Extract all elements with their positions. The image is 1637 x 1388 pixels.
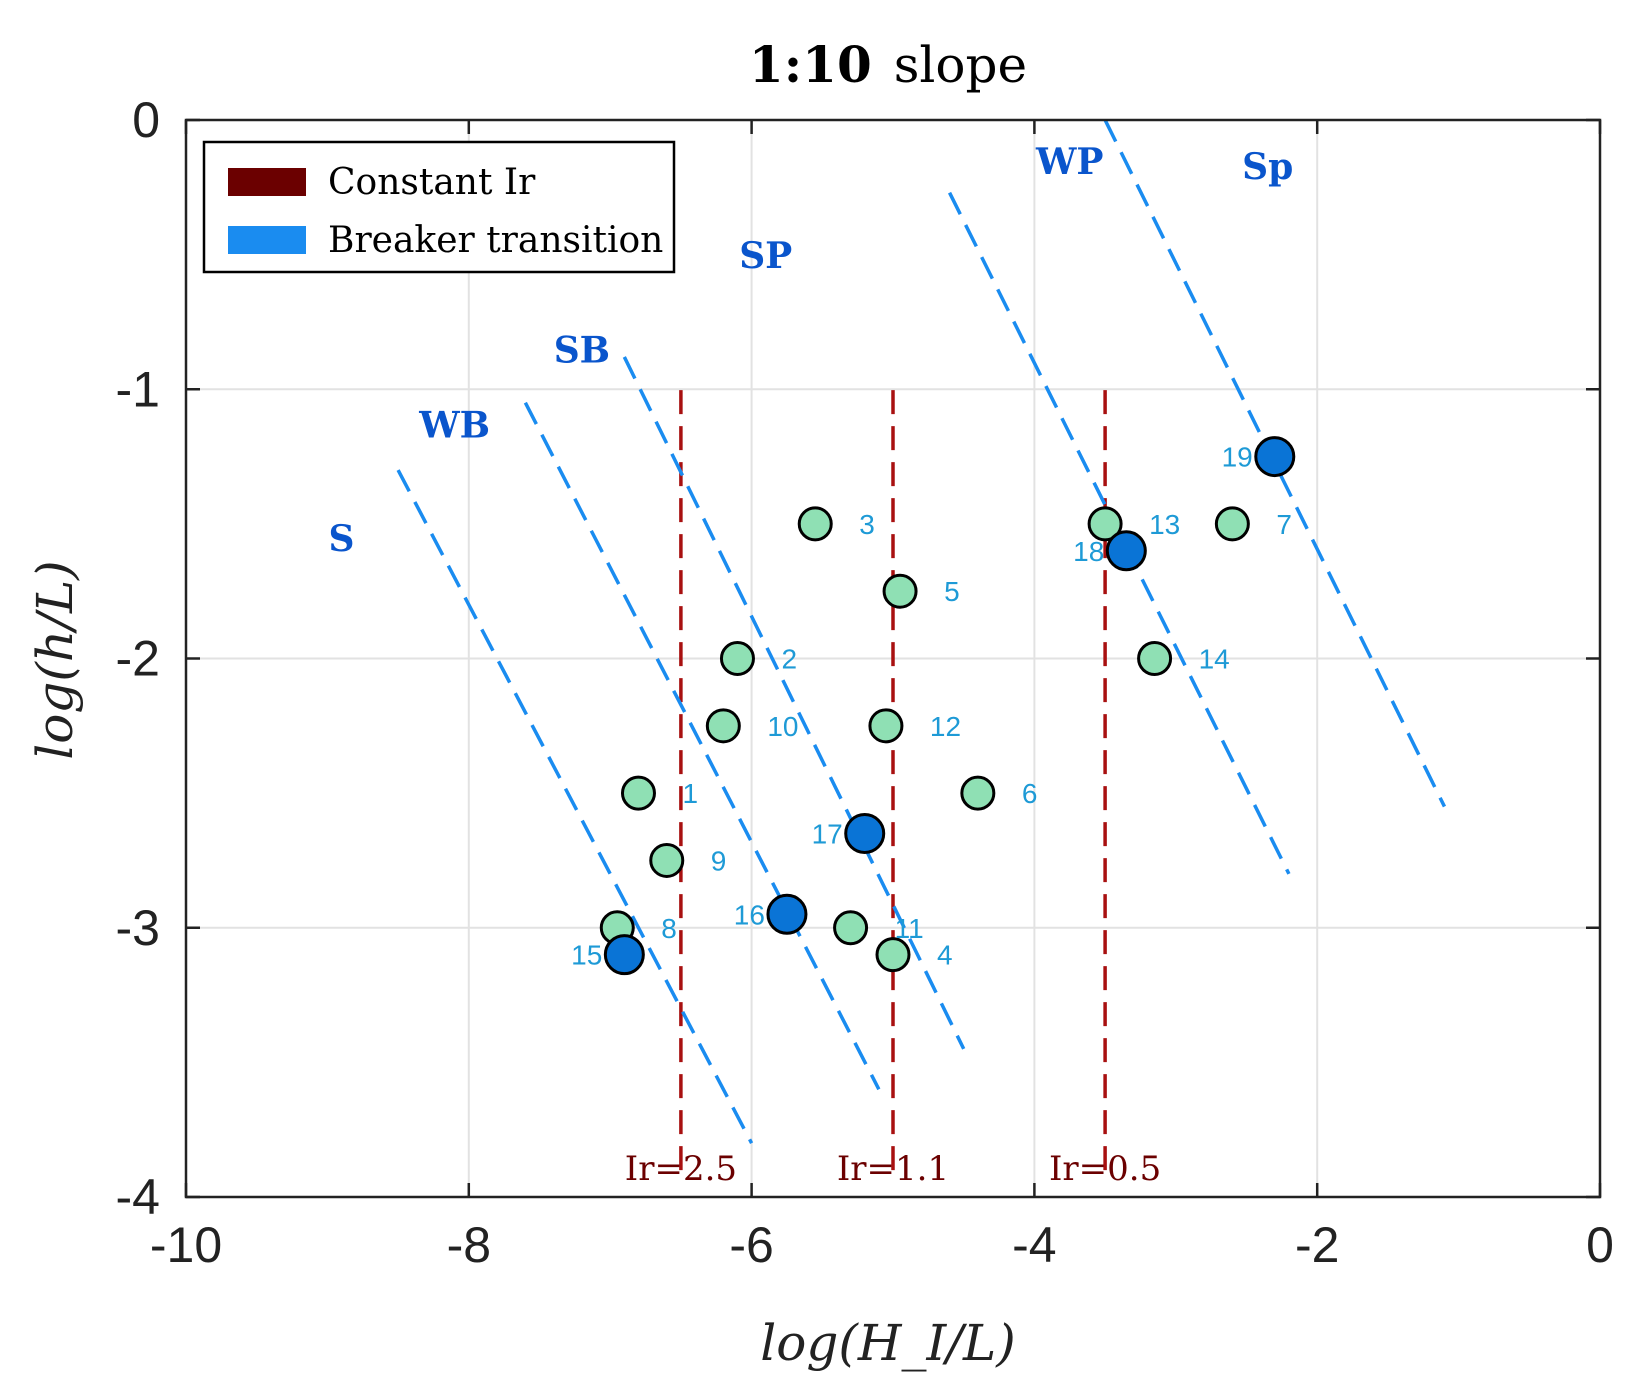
point-label: 5: [944, 576, 960, 607]
x-tick-label: -8: [447, 1217, 491, 1273]
point-label: 3: [859, 509, 875, 540]
data-point: [766, 893, 808, 935]
point-label: 18: [1073, 536, 1104, 567]
point-label: 8: [661, 913, 677, 944]
region-label: Sp: [1242, 146, 1293, 188]
x-tick-label: -6: [729, 1217, 773, 1273]
region-label: SB: [554, 329, 610, 371]
transition-line: [622, 356, 966, 1050]
data-point: [833, 910, 869, 946]
data-point: [875, 937, 911, 973]
data-point: [719, 641, 755, 676]
x-tick-label: -2: [1295, 1217, 1339, 1273]
legend-swatch: [228, 226, 306, 254]
data-point: [1254, 436, 1296, 478]
point-label: 16: [734, 899, 765, 930]
data-point: [1105, 530, 1147, 572]
point-label: 17: [812, 819, 843, 850]
constant-ir-lines: Ir=2.5 Ir=1.1 Ir=0.5: [625, 383, 1161, 1189]
transition-line: [396, 469, 754, 1144]
point-label: 6: [1022, 778, 1038, 809]
point-label: 10: [767, 711, 798, 742]
point-label: 7: [1276, 509, 1292, 540]
chart-title-rest: slope: [894, 36, 1027, 94]
data-point: [620, 775, 656, 811]
y-axis-label: log(h/L): [26, 560, 84, 759]
point-label: 14: [1199, 644, 1230, 675]
data-point: [882, 573, 918, 609]
tick-labels: -10 -8 -6 -4 -2 0 0 -1 -2 -3 -4: [116, 92, 1614, 1273]
x-tick-label: -4: [1012, 1217, 1056, 1273]
data-point: [868, 708, 904, 744]
data-point: [649, 842, 685, 878]
region-labels: S WB SB SP WP Sp: [329, 141, 1294, 560]
point-label: 13: [1149, 509, 1180, 540]
y-tick-label: 0: [132, 92, 160, 148]
y-tick-label: -4: [116, 1169, 160, 1225]
point-label: 12: [930, 711, 961, 742]
legend-label: Breaker transition: [328, 220, 663, 261]
y-tick-label: -3: [116, 900, 160, 956]
data-point: [705, 708, 741, 744]
data-point: [797, 506, 833, 542]
point-label: 15: [571, 940, 602, 971]
ir-label: Ir=1.1: [837, 1149, 949, 1189]
point-label: 2: [781, 644, 797, 675]
plot-frame: [184, 118, 1602, 1199]
data-point: [844, 813, 886, 855]
data-point: [960, 775, 996, 811]
data-point: [603, 934, 645, 976]
chart-title-bold: 1:10: [749, 35, 872, 94]
data-point: [1214, 506, 1250, 542]
legend: Constant Ir Breaker transition: [202, 140, 676, 274]
point-label: 9: [711, 845, 727, 876]
point-label: 11: [895, 913, 924, 944]
point-label: 1: [682, 778, 698, 809]
transition-line: [523, 401, 881, 1091]
point-label: 19: [1222, 442, 1253, 473]
legend-swatch: [228, 168, 306, 196]
region-label: SP: [739, 235, 792, 277]
point-label: 4: [937, 940, 953, 971]
region-label: WB: [418, 405, 490, 447]
breaker-transition-lines: [396, 119, 1447, 1144]
chart-title: 1:10 slope: [749, 35, 1027, 94]
x-tick-label: -10: [150, 1217, 222, 1273]
region-label: WP: [1035, 141, 1104, 183]
region-label: S: [329, 518, 355, 560]
y-tick-label: -2: [116, 631, 160, 687]
x-axis-label: log(H_I/L): [760, 1314, 1016, 1372]
x-tick-label: 0: [1586, 1217, 1614, 1273]
legend-label: Constant Ir: [328, 162, 536, 203]
data-point: [1137, 641, 1173, 676]
data-point: [1087, 506, 1123, 542]
ir-label: Ir=0.5: [1049, 1149, 1161, 1189]
y-tick-label: -1: [116, 361, 160, 417]
ir-label: Ir=2.5: [625, 1149, 737, 1189]
